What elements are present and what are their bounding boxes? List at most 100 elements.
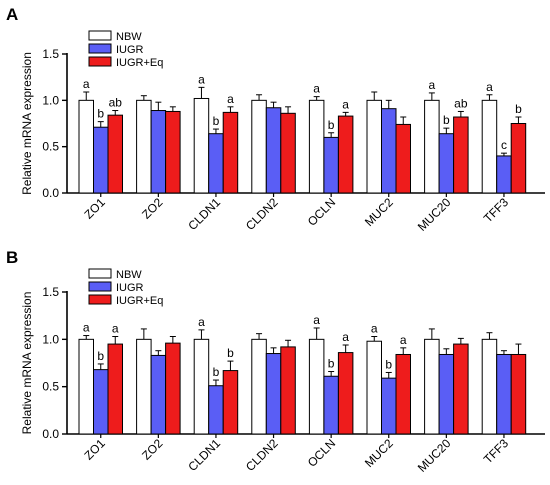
- bar-nbw: [193, 97, 210, 194]
- panel-label: A: [6, 5, 18, 24]
- bar-iugr-eq: [222, 111, 239, 194]
- x-tick-label: ZO1: [81, 436, 108, 463]
- significance-label: a: [112, 321, 119, 335]
- significance-label: b: [385, 357, 392, 371]
- significance-label: b: [97, 107, 104, 121]
- bar-nbw: [481, 99, 498, 194]
- bar-nbw: [251, 338, 267, 435]
- bar-iugr: [438, 133, 455, 194]
- x-tick-label: CLDN2: [243, 436, 281, 474]
- legend-label: NBW: [116, 31, 142, 43]
- bar-iugr-eq: [337, 115, 354, 194]
- y-tick-label: 0.5: [42, 380, 59, 394]
- bar-iugr: [381, 377, 397, 435]
- y-tick-label: 1.5: [42, 47, 59, 61]
- legend-swatch: [88, 268, 112, 279]
- legend-label: NBW: [116, 269, 142, 281]
- significance-label: b: [328, 118, 335, 132]
- significance-label: a: [198, 72, 205, 86]
- bar-iugr-eq: [107, 114, 123, 194]
- bar-iugr: [93, 126, 109, 194]
- bar-nbw: [481, 338, 498, 435]
- significance-label: a: [198, 315, 205, 329]
- bar-iugr: [150, 354, 167, 435]
- bar-iugr: [208, 385, 224, 435]
- x-tick-label: OCLN: [305, 436, 338, 469]
- panel-label: B: [6, 248, 18, 267]
- x-tick-label: MUC20: [415, 195, 454, 234]
- y-tick-label: 1.0: [42, 93, 59, 107]
- bar-iugr: [93, 369, 109, 435]
- bar-iugr: [208, 133, 224, 194]
- bar-nbw: [308, 338, 325, 435]
- bar-iugr: [265, 107, 282, 194]
- bar-nbw: [136, 99, 152, 194]
- significance-label: a: [83, 77, 90, 91]
- bar-iugr-eq: [453, 343, 469, 435]
- legend-swatch: [88, 56, 112, 67]
- x-tick-label: CLDN2: [243, 195, 281, 233]
- significance-label: c: [501, 138, 507, 152]
- legend-swatch: [88, 30, 112, 41]
- chart-panel-a: A Relative mRNA expression 0.0 0.5 1.0 1.5 NBW…: [6, 5, 545, 234]
- bar-iugr: [265, 353, 282, 435]
- bar-nbw: [193, 338, 210, 435]
- significance-label: b: [328, 357, 335, 371]
- legend-label: IUGR+Eq: [116, 295, 163, 307]
- bar-iugr-eq: [222, 370, 239, 435]
- bar-iugr: [323, 136, 339, 194]
- bar-iugr: [323, 375, 339, 435]
- significance-label: a: [83, 321, 90, 335]
- significance-label: b: [227, 346, 234, 360]
- legend-label: IUGR+Eq: [116, 57, 163, 69]
- legend-swatch: [88, 281, 112, 292]
- bar-iugr: [150, 110, 167, 194]
- bar-iugr-eq: [107, 343, 123, 435]
- significance-label: b: [213, 365, 220, 379]
- x-tick-label: ZO1: [81, 195, 108, 222]
- bar-iugr-eq: [337, 352, 354, 435]
- bar-iugr-eq: [280, 112, 296, 194]
- bar-nbw: [424, 99, 440, 194]
- bar-nbw: [424, 338, 440, 435]
- chart-panel-b: B Relative mRNA expression 0.0 0.5 1.0 1.5 NBW…: [6, 248, 545, 475]
- bar-iugr-eq: [395, 123, 411, 194]
- y-tick-label: 0.0: [42, 427, 59, 441]
- bar-iugr-eq: [280, 346, 296, 435]
- x-tick-label: MUC20: [415, 436, 454, 475]
- significance-label: b: [443, 113, 450, 127]
- x-tick-label: ZO2: [139, 195, 166, 222]
- significance-label: b: [97, 349, 104, 363]
- y-axis-title: Relative mRNA expression: [20, 292, 34, 435]
- bar-iugr: [438, 353, 455, 435]
- significance-label: a: [429, 78, 436, 92]
- bar-iugr-eq: [453, 116, 469, 194]
- bar-iugr: [496, 353, 512, 435]
- significance-label: b: [213, 114, 220, 128]
- significance-label: a: [486, 80, 493, 94]
- y-tick-label: 0.0: [42, 186, 59, 200]
- bar-iugr: [496, 155, 512, 194]
- legend-swatch: [88, 43, 112, 54]
- x-tick-label: CLDN1: [185, 436, 223, 474]
- significance-label: a: [227, 92, 234, 106]
- y-tick-label: 1.5: [42, 285, 59, 299]
- x-tick-label: TFF3: [481, 436, 511, 466]
- significance-label: b: [515, 102, 522, 116]
- significance-label: a: [342, 330, 349, 344]
- y-tick-label: 1.0: [42, 332, 59, 346]
- legend-label: IUGR: [116, 44, 144, 56]
- significance-label: a: [313, 313, 320, 327]
- x-tick-label: OCLN: [305, 195, 338, 228]
- bar-nbw: [78, 99, 94, 194]
- bar-iugr-eq: [395, 353, 411, 435]
- x-tick-label: CLDN1: [185, 195, 223, 233]
- significance-label: ab: [454, 96, 468, 110]
- bar-nbw: [136, 338, 152, 435]
- significance-label: a: [371, 321, 378, 335]
- bar-iugr-eq: [510, 123, 527, 194]
- bar-nbw: [366, 340, 382, 435]
- y-axis-title: Relative mRNA expression: [20, 52, 34, 195]
